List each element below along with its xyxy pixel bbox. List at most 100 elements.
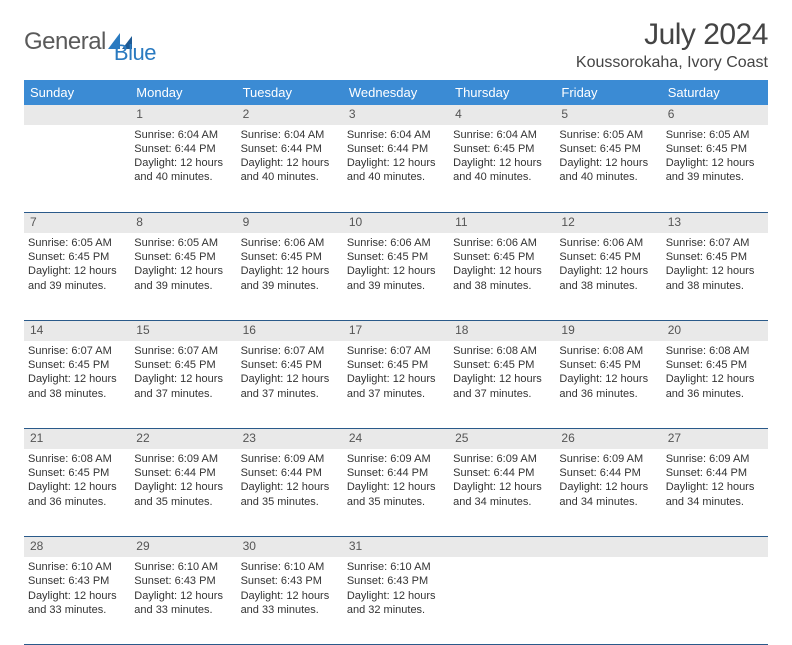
day-cell: Sunrise: 6:05 AMSunset: 6:45 PMDaylight:…: [130, 233, 236, 321]
sunrise-text: Sunrise: 6:10 AM: [134, 560, 232, 574]
day-number: 19: [555, 321, 661, 341]
day-number: 4: [449, 105, 555, 125]
day-cell: Sunrise: 6:06 AMSunset: 6:45 PMDaylight:…: [237, 233, 343, 321]
sunrise-text: Sunrise: 6:07 AM: [241, 344, 339, 358]
daylight-text: Daylight: 12 hours and 33 minutes.: [28, 589, 126, 618]
day-number: 9: [237, 213, 343, 233]
day-number: 30: [237, 537, 343, 557]
sunset-text: Sunset: 6:44 PM: [453, 466, 551, 480]
day-cell: Sunrise: 6:09 AMSunset: 6:44 PMDaylight:…: [662, 449, 768, 537]
day-number: 18: [449, 321, 555, 341]
daylight-text: Daylight: 12 hours and 38 minutes.: [666, 264, 764, 293]
day-number: 20: [662, 321, 768, 341]
daylight-text: Daylight: 12 hours and 33 minutes.: [134, 589, 232, 618]
day-cell: Sunrise: 6:10 AMSunset: 6:43 PMDaylight:…: [237, 557, 343, 645]
calendar-table: SundayMondayTuesdayWednesdayThursdayFrid…: [24, 80, 768, 645]
title-block: July 2024 Koussorokaha, Ivory Coast: [576, 18, 768, 72]
day-number: 8: [130, 213, 236, 233]
daylight-text: Daylight: 12 hours and 40 minutes.: [559, 156, 657, 185]
daylight-text: Daylight: 12 hours and 34 minutes.: [453, 480, 551, 509]
day-cell: Sunrise: 6:08 AMSunset: 6:45 PMDaylight:…: [449, 341, 555, 429]
sunrise-text: Sunrise: 6:09 AM: [453, 452, 551, 466]
daynum-row: 21222324252627: [24, 429, 768, 449]
daylight-text: Daylight: 12 hours and 32 minutes.: [347, 589, 445, 618]
sunset-text: Sunset: 6:45 PM: [666, 142, 764, 156]
sunrise-text: Sunrise: 6:07 AM: [134, 344, 232, 358]
sunset-text: Sunset: 6:45 PM: [241, 358, 339, 372]
sunset-text: Sunset: 6:45 PM: [666, 250, 764, 264]
day-number: 31: [343, 537, 449, 557]
daynum-row: 28293031: [24, 537, 768, 557]
week-row: Sunrise: 6:10 AMSunset: 6:43 PMDaylight:…: [24, 557, 768, 645]
day-cell: Sunrise: 6:04 AMSunset: 6:44 PMDaylight:…: [237, 125, 343, 213]
day-cell: Sunrise: 6:06 AMSunset: 6:45 PMDaylight:…: [343, 233, 449, 321]
sunset-text: Sunset: 6:45 PM: [28, 358, 126, 372]
day-number: 12: [555, 213, 661, 233]
day-number: 25: [449, 429, 555, 449]
day-cell: Sunrise: 6:10 AMSunset: 6:43 PMDaylight:…: [343, 557, 449, 645]
sunrise-text: Sunrise: 6:07 AM: [666, 236, 764, 250]
day-cell: Sunrise: 6:06 AMSunset: 6:45 PMDaylight:…: [555, 233, 661, 321]
daylight-text: Daylight: 12 hours and 39 minutes.: [666, 156, 764, 185]
sunrise-text: Sunrise: 6:08 AM: [666, 344, 764, 358]
day-cell: Sunrise: 6:04 AMSunset: 6:44 PMDaylight:…: [343, 125, 449, 213]
day-cell: Sunrise: 6:10 AMSunset: 6:43 PMDaylight:…: [130, 557, 236, 645]
week-row: Sunrise: 6:05 AMSunset: 6:45 PMDaylight:…: [24, 233, 768, 321]
day-number: [449, 537, 555, 557]
week-row: Sunrise: 6:04 AMSunset: 6:44 PMDaylight:…: [24, 125, 768, 213]
sunset-text: Sunset: 6:45 PM: [453, 250, 551, 264]
day-cell: Sunrise: 6:07 AMSunset: 6:45 PMDaylight:…: [24, 341, 130, 429]
sunrise-text: Sunrise: 6:10 AM: [28, 560, 126, 574]
daylight-text: Daylight: 12 hours and 35 minutes.: [241, 480, 339, 509]
sunrise-text: Sunrise: 6:05 AM: [559, 128, 657, 142]
day-cell: Sunrise: 6:10 AMSunset: 6:43 PMDaylight:…: [24, 557, 130, 645]
sunrise-text: Sunrise: 6:08 AM: [28, 452, 126, 466]
daylight-text: Daylight: 12 hours and 37 minutes.: [241, 372, 339, 401]
day-number: 5: [555, 105, 661, 125]
sunset-text: Sunset: 6:44 PM: [134, 466, 232, 480]
sunset-text: Sunset: 6:45 PM: [347, 358, 445, 372]
day-number: 6: [662, 105, 768, 125]
sunset-text: Sunset: 6:43 PM: [134, 574, 232, 588]
daylight-text: Daylight: 12 hours and 35 minutes.: [134, 480, 232, 509]
daylight-text: Daylight: 12 hours and 35 minutes.: [347, 480, 445, 509]
sunset-text: Sunset: 6:45 PM: [559, 358, 657, 372]
week-row: Sunrise: 6:08 AMSunset: 6:45 PMDaylight:…: [24, 449, 768, 537]
sunset-text: Sunset: 6:43 PM: [347, 574, 445, 588]
daylight-text: Daylight: 12 hours and 40 minutes.: [241, 156, 339, 185]
sunrise-text: Sunrise: 6:09 AM: [347, 452, 445, 466]
day-cell: [555, 557, 661, 645]
sunset-text: Sunset: 6:45 PM: [347, 250, 445, 264]
weekday-header: Thursday: [449, 80, 555, 105]
day-cell: Sunrise: 6:07 AMSunset: 6:45 PMDaylight:…: [130, 341, 236, 429]
day-number: 17: [343, 321, 449, 341]
daylight-text: Daylight: 12 hours and 38 minutes.: [28, 372, 126, 401]
day-cell: Sunrise: 6:08 AMSunset: 6:45 PMDaylight:…: [662, 341, 768, 429]
weekday-header: Monday: [130, 80, 236, 105]
daylight-text: Daylight: 12 hours and 38 minutes.: [453, 264, 551, 293]
sunrise-text: Sunrise: 6:05 AM: [666, 128, 764, 142]
weekday-header: Sunday: [24, 80, 130, 105]
sunset-text: Sunset: 6:45 PM: [559, 142, 657, 156]
day-cell: Sunrise: 6:04 AMSunset: 6:44 PMDaylight:…: [130, 125, 236, 213]
day-cell: Sunrise: 6:05 AMSunset: 6:45 PMDaylight:…: [662, 125, 768, 213]
sunset-text: Sunset: 6:43 PM: [241, 574, 339, 588]
day-number: 1: [130, 105, 236, 125]
sunset-text: Sunset: 6:44 PM: [347, 142, 445, 156]
daylight-text: Daylight: 12 hours and 40 minutes.: [453, 156, 551, 185]
sunset-text: Sunset: 6:45 PM: [453, 142, 551, 156]
sunrise-text: Sunrise: 6:07 AM: [28, 344, 126, 358]
day-cell: Sunrise: 6:08 AMSunset: 6:45 PMDaylight:…: [24, 449, 130, 537]
sunrise-text: Sunrise: 6:06 AM: [453, 236, 551, 250]
day-number: 7: [24, 213, 130, 233]
sunrise-text: Sunrise: 6:10 AM: [241, 560, 339, 574]
day-number: 27: [662, 429, 768, 449]
sunset-text: Sunset: 6:45 PM: [134, 358, 232, 372]
weekday-header: Tuesday: [237, 80, 343, 105]
day-number: 2: [237, 105, 343, 125]
daynum-row: 78910111213: [24, 213, 768, 233]
day-cell: Sunrise: 6:06 AMSunset: 6:45 PMDaylight:…: [449, 233, 555, 321]
daylight-text: Daylight: 12 hours and 34 minutes.: [559, 480, 657, 509]
day-number: 26: [555, 429, 661, 449]
sunset-text: Sunset: 6:45 PM: [559, 250, 657, 264]
